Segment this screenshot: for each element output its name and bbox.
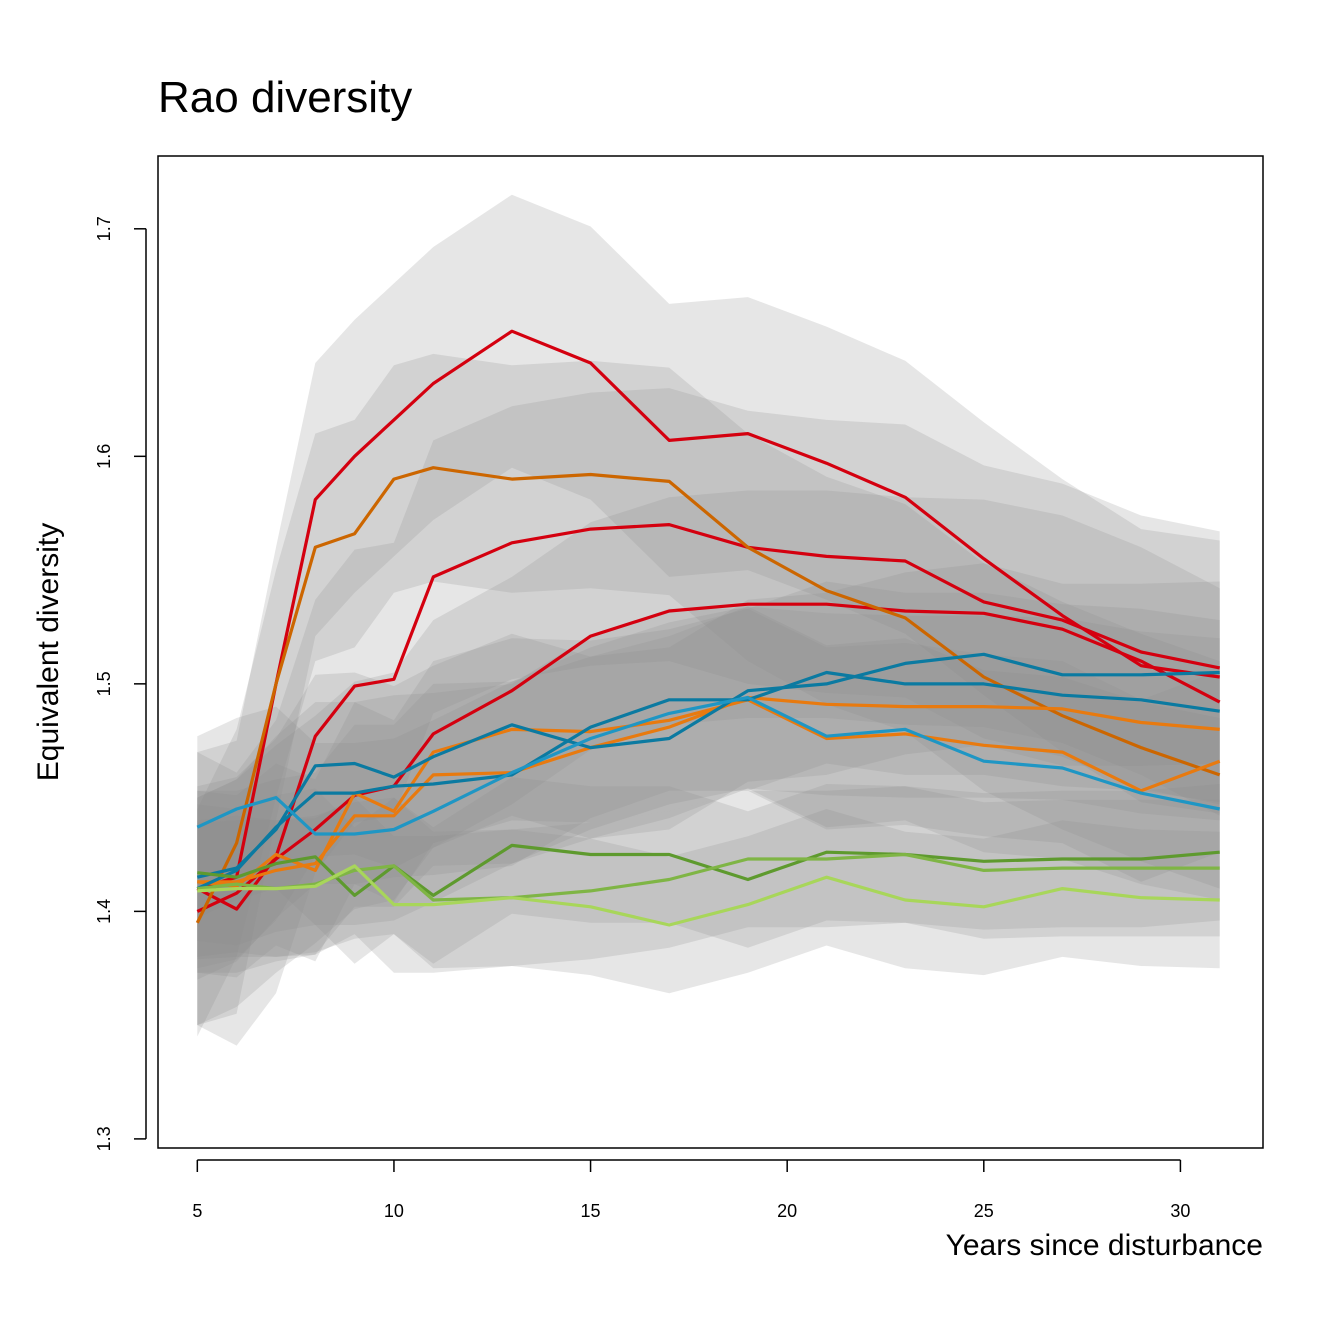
y-axis-label: Equivalent diversity bbox=[32, 523, 65, 781]
x-tick-label: 20 bbox=[777, 1201, 797, 1221]
series-1-line bbox=[196, 329, 1220, 891]
x-axis-label: Years since disturbance bbox=[946, 1229, 1263, 1262]
x-tick-label: 30 bbox=[1170, 1201, 1190, 1221]
series-9-band bbox=[197, 606, 1220, 925]
series-8-band bbox=[197, 581, 1220, 980]
series-9-line bbox=[196, 695, 1221, 836]
y-tick-label: 1.4 bbox=[94, 899, 114, 924]
series-8-line bbox=[196, 670, 1220, 891]
series-7-band bbox=[197, 563, 1220, 969]
series-12-line bbox=[197, 864, 1220, 927]
series-lines bbox=[195, 329, 1221, 927]
series-5-band bbox=[197, 608, 1220, 978]
series-2-line bbox=[196, 522, 1221, 911]
plot-frame bbox=[157, 155, 1264, 1149]
series-10-line bbox=[197, 843, 1220, 898]
x-axis: 5 10 15 20 25 30 bbox=[192, 1159, 1190, 1221]
y-tick-label: 1.7 bbox=[94, 216, 114, 241]
x-tick-label: 5 bbox=[192, 1201, 202, 1221]
series-1-band bbox=[197, 194, 1220, 1026]
y-tick-label: 1.6 bbox=[94, 444, 114, 469]
x-tick-label: 10 bbox=[384, 1201, 404, 1221]
series-3-band bbox=[197, 490, 1220, 1026]
confidence-bands bbox=[197, 194, 1220, 1046]
series-4-band bbox=[197, 353, 1220, 1037]
series-7-line bbox=[196, 652, 1220, 879]
series-3-line bbox=[196, 602, 1221, 913]
x-tick-label: 25 bbox=[974, 1201, 994, 1221]
chart-title: Rao diversity bbox=[158, 73, 412, 122]
y-tick-label: 1.3 bbox=[94, 1126, 114, 1151]
y-axis: 1.3 1.4 1.5 1.6 1.7 bbox=[94, 216, 147, 1151]
series-11-band bbox=[197, 786, 1220, 969]
series-2-band bbox=[197, 388, 1220, 1046]
series-4-line bbox=[195, 466, 1221, 924]
series-12-band bbox=[197, 797, 1220, 994]
series-6-band bbox=[197, 606, 1220, 973]
x-tick-label: 15 bbox=[581, 1201, 601, 1221]
y-tick-label: 1.5 bbox=[94, 671, 114, 696]
